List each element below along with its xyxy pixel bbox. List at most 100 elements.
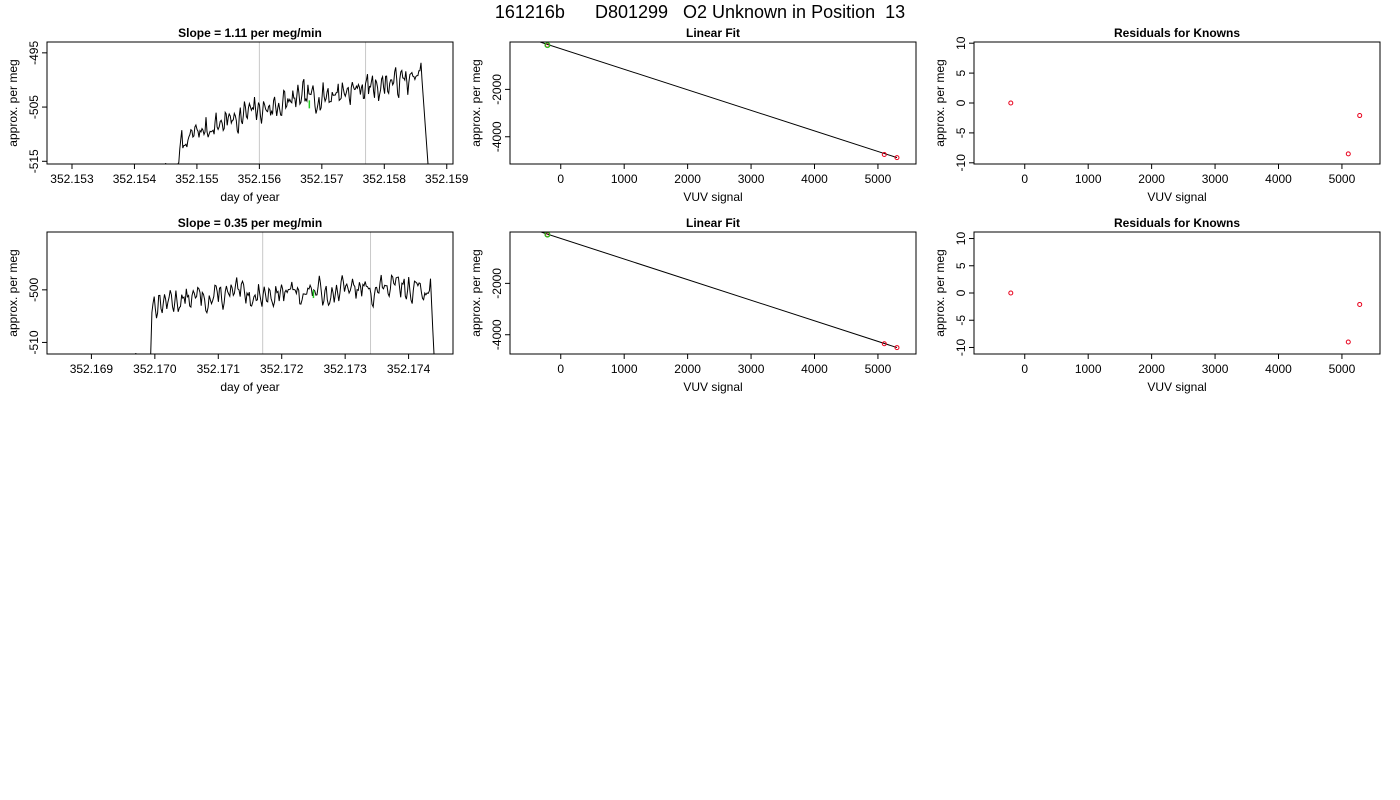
- x-axis-label: VUV signal: [1147, 190, 1206, 204]
- plot-frame: [973, 41, 1381, 165]
- x-tick-label: 0: [1021, 172, 1028, 186]
- x-tick-label: 352.157: [300, 172, 344, 186]
- x-tick-label: 352.169: [70, 362, 114, 376]
- chart-panel-res2: Residuals for Knowns 0 1000 2000 3000 4000 500…: [933, 216, 1381, 394]
- x-tick-label: 352.172: [260, 362, 304, 376]
- data-point: [881, 341, 887, 347]
- x-axis-label: VUV signal: [1147, 380, 1206, 394]
- x-tick-label: 4000: [801, 172, 828, 186]
- data-point: [1345, 339, 1351, 345]
- chart-panel-fit2: Linear Fit 0 1000 2000 3000 4000 5000 -2000 -400…: [469, 216, 917, 394]
- fit-line: [538, 42, 898, 159]
- x-tick-label: 5000: [865, 362, 892, 376]
- x-tick-label: 352.173: [323, 362, 367, 376]
- x-tick-label: 4000: [1265, 172, 1292, 186]
- y-axis-label: approx. per meg: [6, 249, 20, 336]
- y-tick-label: -495: [27, 41, 41, 65]
- y-axis-label: approx. per meg: [469, 59, 483, 146]
- x-tick-label: 352.154: [113, 172, 157, 186]
- page-title: 161216b D801299 O2 Unknown in Position 1…: [494, 2, 906, 22]
- y-tick-label: -510: [27, 330, 41, 354]
- x-axis-label: VUV signal: [683, 380, 742, 394]
- x-tick-label: 352.155: [175, 172, 219, 186]
- y-tick-label: -10: [954, 338, 968, 356]
- y-tick-label: 10: [954, 232, 968, 246]
- chart-title: Slope = 0.35 per meg/min: [178, 216, 322, 230]
- data-point: [1008, 290, 1014, 296]
- x-tick-label: 2000: [1138, 362, 1165, 376]
- y-tick-label: 0: [954, 99, 968, 106]
- y-tick-label: -2000: [490, 74, 504, 105]
- y-tick-label: -10: [954, 154, 968, 172]
- data-point: [1345, 151, 1351, 157]
- series-line: [135, 273, 435, 354]
- x-tick-label: 2000: [674, 172, 701, 186]
- chart-panel-res1: Residuals for Knowns 0 1000 2000 3000 4000 500…: [933, 26, 1381, 204]
- x-tick-label: 2000: [1138, 172, 1165, 186]
- y-axis-label: approx. per meg: [933, 59, 947, 146]
- x-tick-label: 1000: [611, 172, 638, 186]
- x-tick-label: 352.171: [197, 362, 241, 376]
- chart-title: Slope = 1.11 per meg/min: [178, 26, 322, 40]
- x-axis-label: day of year: [220, 190, 279, 204]
- fit-line: [539, 232, 898, 349]
- plot-frame: [46, 41, 454, 165]
- x-tick-label: 0: [557, 172, 564, 186]
- chart-panel-ts1: Slope = 1.11 per meg/min 352.153 352.154 35…: [6, 26, 469, 204]
- x-tick-label: 352.174: [387, 362, 431, 376]
- y-axis-label: approx. per meg: [469, 249, 483, 336]
- y-tick-label: 0: [954, 289, 968, 296]
- series-line: [165, 62, 429, 164]
- y-tick-label: -4000: [490, 121, 504, 152]
- x-tick-label: 352.158: [363, 172, 407, 186]
- y-tick-label: -2000: [490, 268, 504, 299]
- x-tick-label: 352.156: [238, 172, 282, 186]
- x-tick-label: 3000: [738, 172, 765, 186]
- x-axis-label: day of year: [220, 380, 279, 394]
- y-axis-label: approx. per meg: [933, 249, 947, 336]
- x-tick-label: 1000: [1075, 172, 1102, 186]
- plot-frame: [973, 231, 1381, 355]
- plot-frame: [509, 41, 917, 165]
- data-point: [1357, 113, 1363, 119]
- y-tick-label: -5: [954, 315, 968, 326]
- data-point: [1357, 301, 1363, 307]
- x-tick-label: 4000: [1265, 362, 1292, 376]
- x-tick-label: 1000: [1075, 362, 1102, 376]
- x-tick-label: 3000: [1202, 172, 1229, 186]
- chart-title: Linear Fit: [686, 216, 740, 230]
- x-tick-label: 3000: [1202, 362, 1229, 376]
- x-tick-label: 352.153: [50, 172, 94, 186]
- data-point: [1008, 100, 1014, 106]
- x-tick-label: 3000: [738, 362, 765, 376]
- x-tick-label: 352.159: [425, 172, 469, 186]
- y-tick-label: -505: [27, 95, 41, 119]
- chart-title: Residuals for Knowns: [1114, 26, 1240, 40]
- unknown-point: [544, 42, 551, 49]
- y-tick-label: 5: [954, 262, 968, 269]
- plot-frame: [46, 231, 454, 355]
- chart-panel-ts2: Slope = 0.35 per meg/min 352.169 352.170 35…: [6, 216, 454, 394]
- chart-title: Residuals for Knowns: [1114, 216, 1240, 230]
- y-tick-label: -500: [27, 278, 41, 302]
- x-tick-label: 2000: [674, 362, 701, 376]
- y-tick-label: 5: [954, 69, 968, 76]
- y-tick-label: -515: [27, 149, 41, 173]
- x-tick-label: 4000: [801, 362, 828, 376]
- plot-frame: [509, 231, 917, 355]
- data-point: [894, 155, 900, 161]
- x-tick-label: 5000: [865, 172, 892, 186]
- x-tick-label: 0: [557, 362, 564, 376]
- y-axis-label: approx. per meg: [6, 59, 20, 146]
- data-point: [894, 345, 900, 351]
- chart-title: Linear Fit: [686, 26, 740, 40]
- y-tick-label: -5: [954, 127, 968, 138]
- chart-panel-fit1: Linear Fit 0 1000 2000 3000 4000 5000 -2000 -400…: [469, 26, 917, 204]
- x-tick-label: 1000: [611, 362, 638, 376]
- x-tick-label: 0: [1021, 362, 1028, 376]
- x-tick-label: 352.170: [133, 362, 177, 376]
- data-point: [881, 152, 887, 158]
- x-tick-label: 5000: [1329, 172, 1356, 186]
- x-tick-label: 5000: [1329, 362, 1356, 376]
